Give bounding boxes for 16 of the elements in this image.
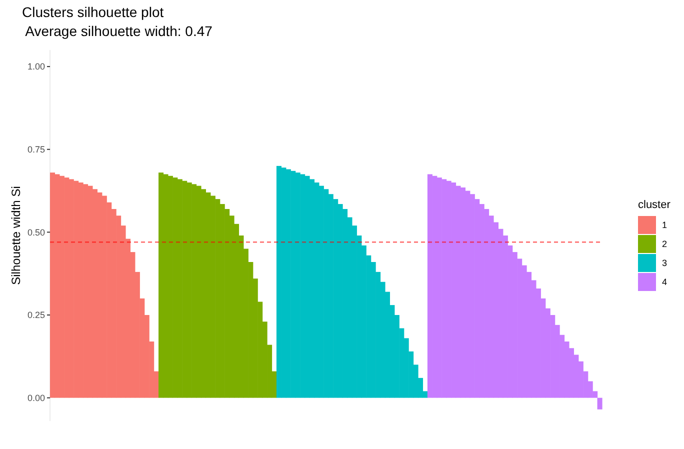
bar — [158, 172, 164, 398]
legend-label: 3 — [662, 258, 668, 268]
chart-title: Clusters silhouette plot — [22, 4, 164, 20]
legend-label: 1 — [662, 220, 668, 230]
y-tick-label: 0.25 — [27, 310, 45, 320]
legend-title: cluster — [638, 199, 671, 211]
chart-subtitle: Average silhouette width: 0.47 — [22, 23, 213, 39]
y-tick-label: 0.50 — [27, 227, 45, 238]
bar — [597, 398, 602, 410]
y-tick-label: 0.75 — [27, 144, 45, 155]
y-axis-title: Silhouette width Si — [9, 186, 23, 285]
y-tick-label: 1.00 — [27, 62, 45, 72]
legend-label: 2 — [662, 239, 668, 250]
y-tick-label: 0.00 — [27, 392, 45, 403]
bar — [50, 172, 56, 398]
legend-label: 4 — [662, 277, 668, 288]
